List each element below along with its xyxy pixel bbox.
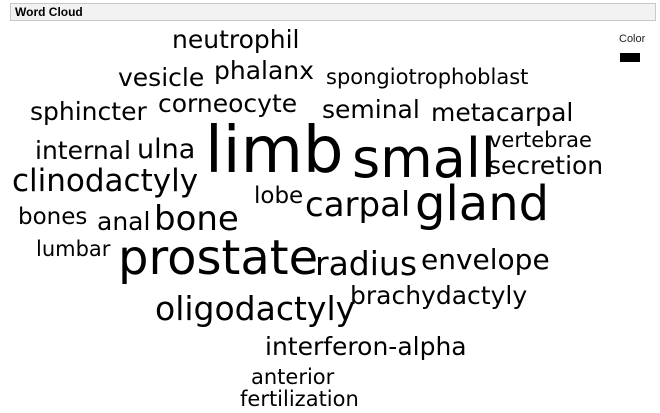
word-oligodactyly[interactable]: oligodactyly: [155, 289, 356, 328]
word-envelope[interactable]: envelope: [421, 243, 550, 276]
word-anterior[interactable]: anterior: [251, 365, 335, 389]
word-neutrophil[interactable]: neutrophil: [172, 25, 300, 54]
word-seminal[interactable]: seminal: [322, 95, 420, 124]
word-gland[interactable]: gland: [415, 176, 550, 232]
word-fertilization[interactable]: fertilization: [240, 387, 359, 411]
word-radius[interactable]: radius: [315, 244, 418, 283]
word-cloud-panel-header[interactable]: Word Cloud: [10, 3, 656, 21]
word-bones[interactable]: bones: [18, 204, 88, 230]
word-vertebrae[interactable]: vertebrae: [489, 128, 592, 152]
word-phalanx[interactable]: phalanx: [214, 56, 314, 85]
word-brachydactyly[interactable]: brachydactyly: [350, 281, 528, 310]
word-prostate[interactable]: prostate: [118, 230, 319, 286]
word-carpal[interactable]: carpal: [305, 185, 411, 225]
word-anal[interactable]: anal: [97, 207, 151, 236]
word-internal[interactable]: internal: [35, 136, 131, 165]
word-corneocyte[interactable]: corneocyte: [158, 89, 298, 118]
panel-title: Word Cloud: [15, 5, 83, 19]
word-metacarpal[interactable]: metacarpal: [431, 98, 574, 127]
word-sphincter[interactable]: sphincter: [30, 97, 147, 126]
legend-title: Color: [619, 33, 646, 45]
word-vesicle[interactable]: vesicle: [118, 63, 205, 92]
word-interferon-alpha[interactable]: interferon-alpha: [265, 332, 467, 361]
word-ulna[interactable]: ulna: [137, 134, 196, 165]
word-lobe[interactable]: lobe: [254, 183, 304, 209]
word-small[interactable]: small: [352, 127, 496, 190]
word-clinodactyly[interactable]: clinodactyly: [12, 163, 199, 199]
word-spongiotrophoblast[interactable]: spongiotrophoblast: [326, 65, 529, 89]
word-secretion[interactable]: secretion: [488, 151, 604, 180]
legend-color-swatch: [620, 53, 640, 62]
word-limb[interactable]: limb: [205, 114, 344, 188]
word-lumbar[interactable]: lumbar: [36, 237, 111, 261]
word-bone[interactable]: bone: [154, 199, 239, 239]
